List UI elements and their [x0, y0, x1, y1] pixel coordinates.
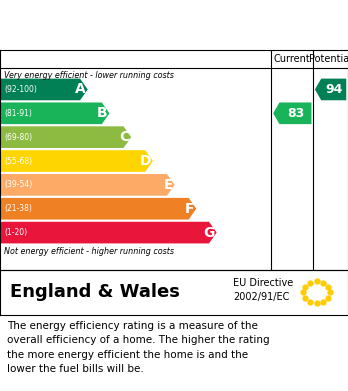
- Text: (21-38): (21-38): [4, 204, 32, 213]
- Polygon shape: [273, 102, 311, 124]
- Polygon shape: [0, 79, 88, 100]
- Text: B: B: [97, 106, 108, 120]
- Text: 83: 83: [287, 107, 304, 120]
- Text: A: A: [75, 83, 86, 97]
- Text: (1-20): (1-20): [4, 228, 27, 237]
- Text: Energy Efficiency Rating: Energy Efficiency Rating: [60, 16, 288, 34]
- Polygon shape: [0, 222, 217, 244]
- Text: Current: Current: [274, 54, 311, 64]
- Text: C: C: [119, 130, 129, 144]
- Polygon shape: [0, 150, 153, 172]
- Text: Potential: Potential: [309, 54, 348, 64]
- Polygon shape: [0, 126, 131, 148]
- Text: (55-68): (55-68): [4, 156, 32, 165]
- Text: EU Directive
2002/91/EC: EU Directive 2002/91/EC: [233, 278, 293, 301]
- Text: F: F: [185, 202, 195, 216]
- Text: England & Wales: England & Wales: [10, 283, 180, 301]
- Polygon shape: [0, 174, 175, 196]
- Polygon shape: [315, 79, 346, 100]
- Polygon shape: [0, 102, 109, 124]
- Polygon shape: [0, 198, 196, 220]
- Text: 94: 94: [325, 83, 342, 96]
- Text: Very energy efficient - lower running costs: Very energy efficient - lower running co…: [4, 71, 174, 80]
- Text: Not energy efficient - higher running costs: Not energy efficient - higher running co…: [4, 247, 174, 256]
- Text: (92-100): (92-100): [4, 85, 37, 94]
- Text: D: D: [140, 154, 151, 168]
- Text: (39-54): (39-54): [4, 180, 32, 189]
- Text: The energy efficiency rating is a measure of the
overall efficiency of a home. T: The energy efficiency rating is a measur…: [7, 321, 270, 374]
- Text: G: G: [204, 226, 215, 240]
- Text: E: E: [163, 178, 173, 192]
- Text: (81-91): (81-91): [4, 109, 32, 118]
- Text: (69-80): (69-80): [4, 133, 32, 142]
